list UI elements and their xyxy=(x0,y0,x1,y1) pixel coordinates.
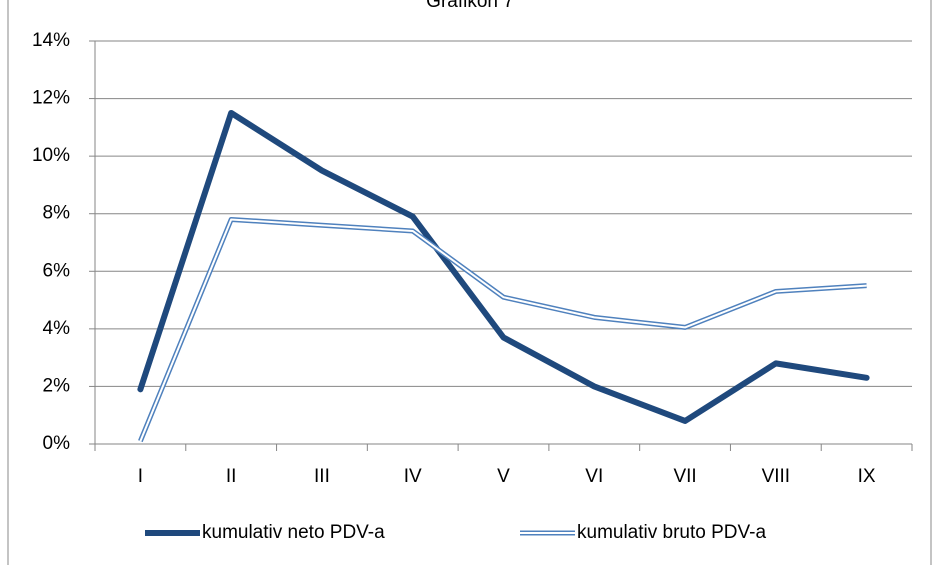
x-tick-label: VII xyxy=(673,466,696,487)
y-tick-label: 10% xyxy=(32,145,70,166)
chart-frame xyxy=(7,0,932,569)
y-tick-label: 6% xyxy=(43,260,71,281)
legend-label: kumulativ neto PDV-a xyxy=(202,522,385,543)
x-tick-label: I xyxy=(138,466,143,487)
series-line xyxy=(137,109,870,424)
x-tick-label: IV xyxy=(404,466,422,487)
legend-label: kumulativ bruto PDV-a xyxy=(577,522,766,543)
y-tick-label: 14% xyxy=(32,30,70,51)
x-tick-label: VIII xyxy=(762,466,791,487)
y-tick-label: 0% xyxy=(43,433,71,454)
series-line-inner xyxy=(139,218,867,442)
x-tick-label: IX xyxy=(858,466,876,487)
x-tick-label: V xyxy=(497,466,510,487)
y-tick-label: 8% xyxy=(43,203,71,224)
x-tick-label: III xyxy=(314,466,330,487)
y-tick-label: 12% xyxy=(32,88,70,109)
x-tick-label: VI xyxy=(585,466,603,487)
x-tick-label: II xyxy=(226,466,237,487)
y-tick-label: 2% xyxy=(43,375,71,396)
chart-title: Grafikon 7 xyxy=(426,0,514,12)
y-tick-label: 4% xyxy=(43,318,71,339)
